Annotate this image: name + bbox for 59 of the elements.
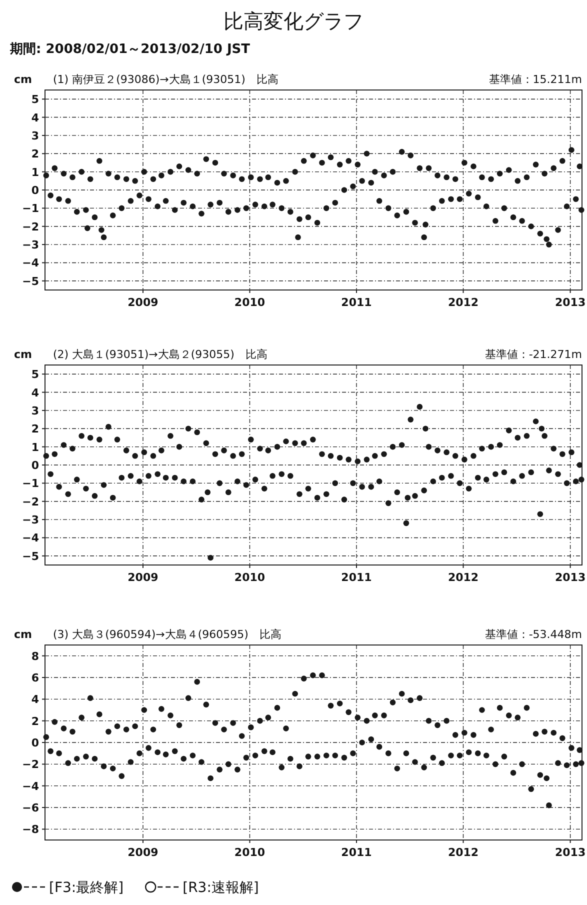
text: (1) 南伊豆２(93086)→大島１(93051) 比高 [53, 73, 278, 86]
y-tick-label: −2 [22, 758, 39, 772]
y-axis-title: cm [14, 348, 32, 361]
x-tick-label: 2012 [448, 296, 479, 309]
x-tick-label: 2010 [234, 571, 266, 584]
y-axis-title: cm [14, 628, 32, 641]
y-tick-label: 0 [31, 459, 40, 472]
y-tick-label: −4 [22, 780, 40, 793]
y-tick-label: −5 [22, 274, 39, 288]
chart-title: 比高変化グラフ [224, 9, 364, 33]
y-tick-label: 2 [31, 148, 39, 161]
y-tick-label: 4 [31, 386, 40, 400]
x-tick-label: 2013 [554, 571, 586, 584]
x-tick-label: 2009 [128, 296, 158, 309]
y-tick-label: 2 [31, 714, 39, 728]
x-tick-label: 2013 [554, 846, 586, 859]
y-tick-label: −1 [22, 477, 39, 490]
y-tick-label: 1 [31, 166, 39, 179]
y-tick-label: −8 [22, 823, 39, 836]
y-tick-label: −2 [22, 220, 39, 234]
y-tick-label: −3 [22, 238, 39, 252]
y-tick-label: −3 [22, 514, 39, 527]
x-tick-label: 2013 [554, 296, 586, 309]
legend-label: [F3:最終解] [49, 880, 124, 896]
text: (2) 大島１(93051)→大島２(93055) 比高 [53, 348, 268, 361]
y-tick-label: 3 [31, 129, 39, 142]
y-tick-label: −1 [22, 202, 39, 216]
y-tick-label: 8 [31, 650, 39, 663]
y-axis-title: cm [14, 73, 32, 86]
y-tick-label: −2 [22, 495, 39, 508]
x-tick-label: 2011 [341, 846, 372, 859]
y-tick-label: 5 [31, 368, 39, 382]
y-tick-label: 4 [31, 111, 40, 124]
text: 基準値：15.211m [488, 73, 582, 86]
x-tick-label: 2009 [128, 846, 158, 859]
text: 基準値：-21.271m [484, 348, 582, 361]
y-tick-label: 5 [31, 93, 39, 106]
y-tick-label: 1 [31, 440, 39, 454]
x-tick-label: 2012 [448, 846, 479, 859]
x-tick-label: 2011 [341, 296, 372, 309]
x-tick-label: 2011 [341, 571, 372, 584]
legend-label: [R3:速報解] [182, 880, 259, 896]
y-tick-label: −6 [22, 802, 40, 814]
y-tick-label: 3 [31, 404, 39, 418]
y-tick-label: −4 [22, 532, 40, 545]
y-tick-label: −4 [22, 256, 40, 270]
y-tick-label: −5 [22, 550, 39, 563]
x-tick-label: 2009 [128, 571, 158, 584]
x-tick-label: 2010 [234, 846, 266, 859]
y-tick-label: 4 [31, 693, 40, 706]
x-tick-label: 2010 [234, 296, 266, 309]
y-tick-label: 2 [31, 422, 39, 436]
chart-subtitle: 期間: 2008/02/01～2013/02/10 JST [9, 42, 250, 57]
text: 基準値：-53.448m [484, 628, 582, 641]
y-tick-label: 6 [31, 672, 40, 684]
y-tick-label: 0 [31, 184, 40, 197]
y-tick-label: 0 [31, 736, 40, 750]
x-tick-label: 2012 [448, 571, 479, 584]
text: (3) 大島３(960594)→大島４(960595) 比高 [53, 628, 282, 641]
